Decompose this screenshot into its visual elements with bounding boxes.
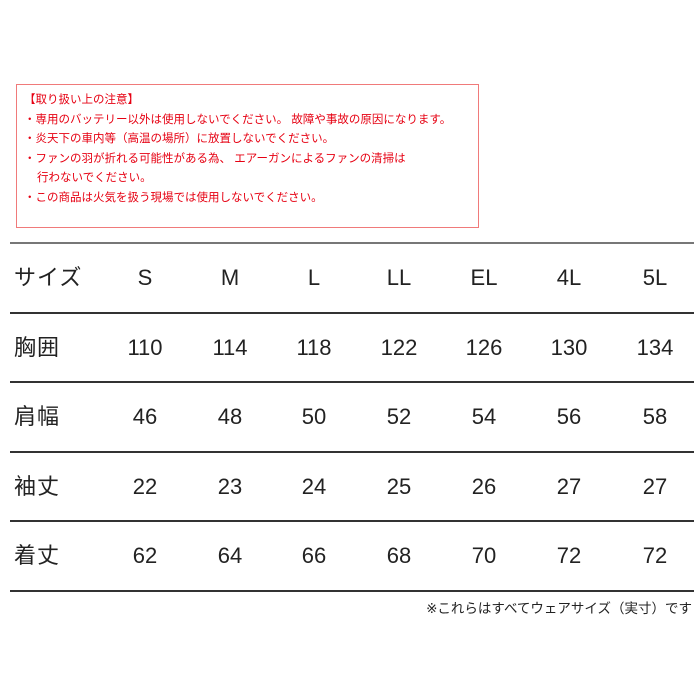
table-cell: 70 xyxy=(471,543,497,568)
table-cell: 27 xyxy=(556,474,582,499)
table-cell: 126 xyxy=(465,335,503,360)
table-divider xyxy=(10,312,694,314)
row-label: 着丈 xyxy=(14,543,61,568)
size-column-header: S xyxy=(137,265,153,290)
size-column-header: 5L xyxy=(642,265,668,290)
size-column-header: EL xyxy=(470,265,498,290)
table-cell: 56 xyxy=(556,404,582,429)
handling-notice-box: 【取り扱い上の注意】 ・専用のバッテリー以外は使用しないでください。 故障や事故… xyxy=(16,84,479,228)
table-cell: 27 xyxy=(642,474,668,499)
table-cell: 26 xyxy=(471,474,497,499)
table-cell: 25 xyxy=(386,474,412,499)
notice-line: ・この商品は火気を扱う現場では使用しないでください。 xyxy=(24,191,323,204)
notice-line: ・炎天下の車内等（高温の場所）に放置しないでください。 xyxy=(24,133,335,145)
notice-title: 【取り扱い上の注意】 xyxy=(24,94,139,106)
notice-line: ・専用のバッテリー以外は使用しないでください。 故障や事故の原因になります。 xyxy=(24,113,452,126)
table-cell: 68 xyxy=(386,543,412,568)
table-divider xyxy=(10,520,694,522)
table-cell: 72 xyxy=(556,543,582,568)
table-cell: 122 xyxy=(380,335,418,360)
size-column-header: M xyxy=(220,265,240,290)
size-column-header: LL xyxy=(386,265,412,290)
table-cell: 24 xyxy=(301,474,327,499)
table-cell: 114 xyxy=(212,335,248,360)
size-header-label: サイズ xyxy=(14,265,83,290)
table-cell: 118 xyxy=(296,335,332,360)
table-cell: 72 xyxy=(642,543,668,568)
row-label: 肩幅 xyxy=(14,404,61,429)
table-divider xyxy=(10,381,694,383)
table-cell: 134 xyxy=(636,335,674,360)
table-cell: 62 xyxy=(132,543,158,568)
size-footnote: ※これらはすべてウェアサイズ（実寸）です xyxy=(426,601,692,616)
table-divider xyxy=(10,242,694,244)
table-cell: 54 xyxy=(471,404,497,429)
table-divider xyxy=(10,451,694,453)
table-cell: 46 xyxy=(132,404,158,429)
notice-line: ・ファンの羽が折れる可能性がある為、 エアーガンによるファンの清掃は xyxy=(24,152,406,165)
table-cell: 23 xyxy=(217,474,243,499)
table-cell: 66 xyxy=(301,543,327,568)
row-label: 胸囲 xyxy=(14,335,61,360)
size-column-header: L xyxy=(307,265,321,290)
table-cell: 48 xyxy=(217,404,243,429)
table-cell: 130 xyxy=(550,335,588,360)
table-cell: 58 xyxy=(642,404,668,429)
table-divider xyxy=(10,590,694,592)
table-cell: 50 xyxy=(301,404,327,429)
notice-line: 行わないでください。 xyxy=(37,172,152,184)
row-label: 袖丈 xyxy=(14,474,61,499)
table-cell: 64 xyxy=(217,543,243,568)
table-cell: 22 xyxy=(132,474,158,499)
size-column-header: 4L xyxy=(556,265,582,290)
table-cell: 52 xyxy=(386,404,412,429)
table-cell: 110 xyxy=(127,335,163,360)
